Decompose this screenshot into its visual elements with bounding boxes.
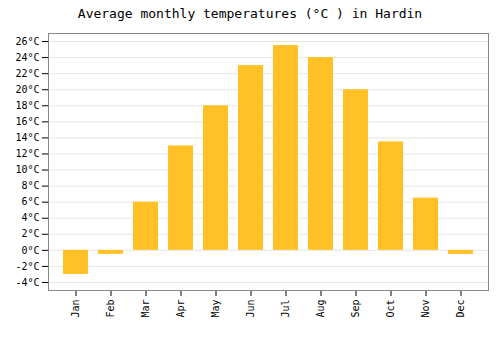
svg-text:Nov: Nov xyxy=(420,300,431,318)
svg-text:Jan: Jan xyxy=(70,300,81,318)
svg-text:Jul: Jul xyxy=(280,300,291,318)
svg-text:8°C: 8°C xyxy=(21,180,39,191)
svg-text:Sep: Sep xyxy=(350,300,361,318)
svg-text:2°C: 2°C xyxy=(21,228,39,239)
svg-text:24°C: 24°C xyxy=(15,52,39,63)
svg-text:18°C: 18°C xyxy=(15,100,39,111)
html-text:Average monthly temperatures (: Average monthly temperatures (°C ) in Ha… xyxy=(77,6,423,21)
svg-text:Aug: Aug xyxy=(315,300,326,318)
svg-text:22°C: 22°C xyxy=(15,68,39,79)
svg-text:20°C: 20°C xyxy=(15,84,39,95)
svg-text:May: May xyxy=(210,300,221,318)
svg-text:Jun: Jun xyxy=(245,300,256,318)
svg-text:Apr: Apr xyxy=(175,300,186,318)
svg-text:-4°C: -4°C xyxy=(15,277,39,288)
svg-text:Mar: Mar xyxy=(140,300,151,318)
svg-text:26°C: 26°C xyxy=(15,36,39,47)
svg-text:12°C: 12°C xyxy=(15,148,39,159)
svg-text:-2°C: -2°C xyxy=(15,261,39,272)
svg-text:0°C: 0°C xyxy=(21,245,39,256)
svg-text:14°C: 14°C xyxy=(15,132,39,143)
svg-text:4°C: 4°C xyxy=(21,212,39,223)
svg-text:16°C: 16°C xyxy=(15,116,39,127)
svg-text:Oct: Oct xyxy=(385,300,396,318)
svg-text:10°C: 10°C xyxy=(15,164,39,175)
svg-text:Dec: Dec xyxy=(455,300,466,318)
svg-text:Feb: Feb xyxy=(105,300,116,318)
svg-text:6°C: 6°C xyxy=(21,196,39,207)
